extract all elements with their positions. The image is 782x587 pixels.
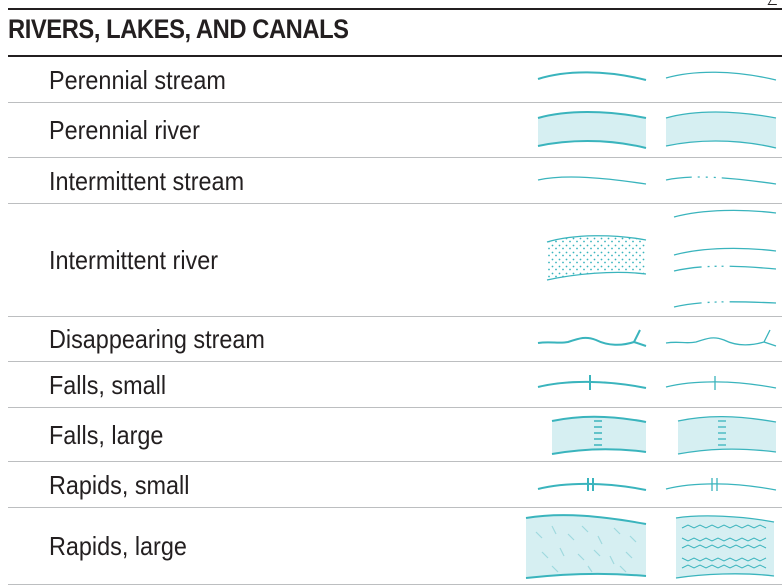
- disappearing-stream-icon: [665, 329, 777, 347]
- section-heading: RIVERS, LAKES, AND CANALS: [8, 14, 349, 44]
- intermittent-stream-icon: [537, 176, 647, 185]
- intermittent-river-icon: [673, 209, 777, 308]
- row-label: Disappearing stream: [49, 324, 265, 354]
- rapids-large-icon: [525, 514, 647, 579]
- rapids-small-icon: [665, 478, 777, 491]
- row-label: Falls, small: [49, 369, 167, 400]
- falls-small-icon: [665, 376, 777, 390]
- perennial-river-icon: [537, 111, 647, 149]
- corner-mark: [767, 0, 780, 5]
- intermittent-river-icon: [546, 235, 647, 281]
- perennial-stream-icon: [537, 71, 647, 81]
- legend-row-perennial-river: Perennial river: [8, 103, 782, 158]
- intermittent-stream-icon: [665, 176, 777, 185]
- falls-large-icon: [551, 415, 647, 455]
- heading-rule: [8, 55, 782, 57]
- perennial-stream-icon: [665, 71, 777, 81]
- row-label: Intermittent river: [49, 245, 219, 275]
- legend-row-falls-large: Falls, large: [8, 408, 782, 462]
- row-label: Rapids, large: [49, 531, 187, 561]
- legend-row-rapids-large: Rapids, large: [8, 508, 782, 585]
- top-rule: [8, 8, 782, 10]
- row-label: Intermittent stream: [49, 165, 245, 196]
- legend-row-rapids-small: Rapids, small: [8, 462, 782, 508]
- legend-row-perennial-stream: Perennial stream: [8, 57, 782, 103]
- row-label: Rapids, small: [49, 469, 190, 500]
- row-label: Perennial stream: [49, 64, 226, 95]
- perennial-river-icon: [665, 111, 777, 149]
- legend-row-falls-small: Falls, small: [8, 362, 782, 408]
- row-label: Perennial river: [49, 115, 200, 145]
- rapids-small-icon: [537, 478, 647, 491]
- disappearing-stream-icon: [537, 329, 647, 347]
- legend-row-disappearing-stream: Disappearing stream: [8, 317, 782, 362]
- falls-small-icon: [537, 375, 647, 390]
- legend-row-intermittent-stream: Intermittent stream: [8, 158, 782, 204]
- row-label: Falls, large: [49, 419, 164, 450]
- rapids-large-icon: [675, 515, 775, 579]
- legend-row-intermittent-river: Intermittent river: [8, 204, 782, 317]
- falls-large-icon: [677, 415, 777, 455]
